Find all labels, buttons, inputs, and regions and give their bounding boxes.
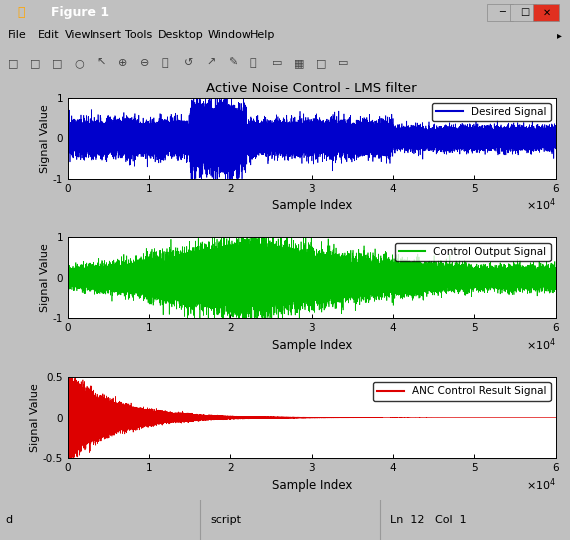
Text: ⊖: ⊖ bbox=[140, 58, 149, 68]
Text: File: File bbox=[8, 30, 27, 40]
Text: Window: Window bbox=[208, 30, 252, 40]
Text: 🔥: 🔥 bbox=[17, 6, 25, 19]
Text: $\times 10^4$: $\times 10^4$ bbox=[526, 336, 556, 353]
Text: ⊕: ⊕ bbox=[118, 58, 127, 68]
FancyBboxPatch shape bbox=[510, 4, 536, 21]
Text: ▸: ▸ bbox=[557, 30, 562, 40]
Text: □: □ bbox=[52, 58, 63, 68]
Text: Desktop: Desktop bbox=[158, 30, 203, 40]
X-axis label: Sample Index: Sample Index bbox=[271, 478, 352, 491]
FancyBboxPatch shape bbox=[487, 4, 513, 21]
Text: ↗: ↗ bbox=[206, 58, 215, 68]
Text: Edit: Edit bbox=[38, 30, 60, 40]
Text: d: d bbox=[5, 515, 12, 525]
Legend: Desired Signal: Desired Signal bbox=[432, 103, 551, 122]
Text: script: script bbox=[210, 515, 241, 525]
Text: □: □ bbox=[316, 58, 327, 68]
Text: $\times 10^4$: $\times 10^4$ bbox=[526, 197, 556, 213]
Text: ▭: ▭ bbox=[338, 58, 348, 68]
Y-axis label: Signal Value: Signal Value bbox=[40, 244, 50, 312]
Text: □: □ bbox=[30, 58, 40, 68]
Text: ⬜: ⬜ bbox=[250, 58, 256, 68]
Text: □: □ bbox=[520, 8, 529, 17]
Text: ─: ─ bbox=[499, 8, 504, 17]
Text: View: View bbox=[65, 30, 92, 40]
Y-axis label: Signal Value: Signal Value bbox=[40, 104, 50, 173]
Text: Ln  12   Col  1: Ln 12 Col 1 bbox=[390, 515, 467, 525]
Legend: ANC Control Result Signal: ANC Control Result Signal bbox=[373, 382, 551, 401]
FancyBboxPatch shape bbox=[533, 4, 559, 21]
Text: Tools: Tools bbox=[125, 30, 152, 40]
X-axis label: Sample Index: Sample Index bbox=[271, 339, 352, 352]
Text: Figure 1: Figure 1 bbox=[51, 6, 109, 19]
Text: □: □ bbox=[8, 58, 18, 68]
Text: Insert: Insert bbox=[90, 30, 122, 40]
Text: ✕: ✕ bbox=[543, 8, 551, 17]
Title: Active Noise Control - LMS filter: Active Noise Control - LMS filter bbox=[206, 82, 417, 95]
X-axis label: Sample Index: Sample Index bbox=[271, 199, 352, 212]
Text: Help: Help bbox=[250, 30, 275, 40]
Text: ✋: ✋ bbox=[162, 58, 169, 68]
Legend: Control Output Signal: Control Output Signal bbox=[394, 242, 551, 261]
Y-axis label: Signal Value: Signal Value bbox=[30, 383, 40, 452]
Text: ○: ○ bbox=[74, 58, 84, 68]
Text: ✎: ✎ bbox=[228, 58, 237, 68]
Text: $\times 10^4$: $\times 10^4$ bbox=[526, 476, 556, 492]
Text: ▦: ▦ bbox=[294, 58, 304, 68]
Text: ↺: ↺ bbox=[184, 58, 193, 68]
Text: ↖: ↖ bbox=[96, 58, 105, 68]
Text: ▭: ▭ bbox=[272, 58, 283, 68]
